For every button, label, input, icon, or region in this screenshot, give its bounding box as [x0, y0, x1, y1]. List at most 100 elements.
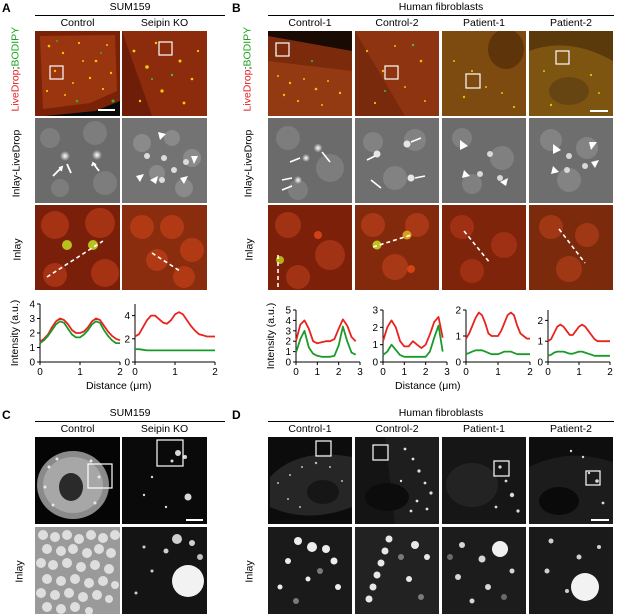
chart-4-ytick-label-2: 2 — [455, 306, 461, 317]
chart-1-series-0 — [134, 311, 215, 338]
chart-3-xtick-label-3: 3 — [444, 367, 450, 378]
chart-5-ytick-label-2: 2 — [537, 316, 543, 327]
chart-3-ytick-label-2: 2 — [372, 323, 378, 334]
chart-5-ytick-label-0: 0 — [537, 358, 543, 369]
panel-c-row-label-inlay: Inlay — [13, 560, 26, 583]
chart-2-series-1 — [295, 325, 357, 358]
chart-0: 0 1 2 3 4 0 1 2 Intensity (a.u.) — [9, 300, 123, 379]
chart-2-ytick-label-5: 5 — [285, 306, 291, 317]
chart-5-series-1 — [547, 350, 610, 357]
stain-separator-b: ; — [241, 66, 254, 70]
panel-b-col-control-2: Control-2 — [375, 17, 419, 29]
chart-3-ytick-label-1: 1 — [372, 340, 378, 351]
chart-2-xtick-label-2: 2 — [336, 367, 342, 378]
b-overview-patient-1 — [442, 31, 526, 116]
panel-d-col-patient-2: Patient-2 — [549, 423, 593, 435]
panel-b-col-control-1: Control-1 — [288, 17, 332, 29]
chart-4-ytick-label-0: 0 — [455, 358, 461, 369]
livedrop-label: LiveDrop — [9, 69, 22, 112]
chart-0-ytick-label-3: 3 — [29, 314, 35, 325]
chart-3: 0 1 2 3 0 1 2 3 — [372, 306, 450, 379]
b-inlay-livedrop-patient-2 — [529, 118, 613, 203]
panel-d-col-patient-1: Patient-1 — [462, 423, 506, 435]
chart-1-series-1 — [135, 348, 215, 352]
chart-4-series-1 — [465, 349, 530, 356]
b-overview-control-2 — [355, 31, 439, 116]
chart-1-xtick-label-2: 2 — [212, 367, 218, 378]
a-inlay-control — [35, 205, 120, 290]
panel-a-row-label-stain: LiveDrop;BODIPY — [9, 27, 22, 112]
chart-3-ytick-label-3: 3 — [372, 306, 378, 317]
chart-1-ytick-label-0: 0 — [124, 358, 130, 369]
chart-1-ytick-label-1: 2 — [124, 334, 130, 345]
chart-0-series-0 — [39, 317, 121, 343]
panel-label-c: C — [2, 408, 11, 422]
d-overview-patient-2 — [529, 437, 613, 524]
chart-2-xtick-label-3: 3 — [357, 367, 363, 378]
chart-5-xtick-label-2: 2 — [607, 367, 613, 378]
d-overview-control-1 — [268, 437, 352, 524]
panel-c-title: SUM159 — [109, 407, 151, 419]
chart-0-ytick-label-0: 0 — [29, 358, 35, 369]
chart-2-ytick-label-0: 0 — [285, 358, 291, 369]
chart-4-xtick-label-1: 1 — [495, 367, 501, 378]
chart-3-xtick-label-0: 0 — [380, 367, 386, 378]
chart-4: 0 1 2 0 1 2 — [455, 306, 533, 379]
chart-1-xtick-label-0: 0 — [132, 367, 138, 378]
chart-2-ytick-label-3: 3 — [285, 326, 291, 337]
panel-label-b: B — [232, 1, 241, 15]
panel-a-title-rule — [35, 15, 225, 16]
panel-c-col-control: Control — [60, 423, 95, 435]
panel-b-row-label-inlay-livedrop: Inlay-LiveDrop — [242, 129, 255, 198]
b-inlay-control-2 — [355, 205, 439, 290]
chart-3-ytick-label-0: 0 — [372, 358, 378, 369]
a-inlay-livedrop-seipin-ko — [122, 118, 207, 203]
chart-5-ytick-label-1: 1 — [537, 337, 543, 348]
panel-b-col-patient-2: Patient-2 — [549, 17, 593, 29]
b-overview-patient-2 — [529, 31, 613, 116]
chart-0-xtick-label-2: 2 — [117, 367, 123, 378]
b-inlay-livedrop-control-1 — [268, 118, 352, 203]
b-inlay-livedrop-control-2 — [355, 118, 439, 203]
panel-a-title: SUM159 — [109, 1, 151, 13]
panel-label-d: D — [232, 408, 241, 422]
chart-4-series-0 — [465, 311, 530, 340]
panel-a-row-label-inlay: Inlay — [11, 238, 24, 261]
chart-0-ylabel: Intensity (a.u.) — [9, 300, 21, 367]
a-inlay-livedrop-control — [35, 118, 120, 203]
b-inlay-patient-1 — [442, 205, 526, 290]
chart-0-xtick-label-0: 0 — [37, 367, 43, 378]
a-inlay-seipin-ko — [122, 205, 207, 290]
chart-0-ytick-label-1: 1 — [29, 343, 35, 354]
chart-4-ytick-label-1: 1 — [455, 332, 461, 343]
panel-b-row-label-inlay: Inlay — [243, 238, 256, 261]
chart-1-ytick-label-2: 4 — [124, 311, 130, 322]
d-overview-patient-1 — [442, 437, 526, 524]
chart-3-xtick-label-2: 2 — [423, 367, 429, 378]
b-overview-control-1 — [268, 31, 352, 116]
bodipy-label: BODIPY — [9, 26, 22, 67]
c-inlay-seipin-ko — [122, 527, 207, 614]
panel-b-title-rule — [268, 15, 614, 16]
chart-0-ytick-label-2: 2 — [29, 329, 35, 340]
chart-5-xtick-label-0: 0 — [545, 367, 551, 378]
chart-2-ylabel: Intensity (a.u.) — [265, 303, 277, 370]
chart-5: 0 1 2 0 1 2 — [537, 310, 613, 378]
panel-a-xlabel: Distance (μm) — [86, 380, 152, 392]
chart-3-xtick-label-1: 1 — [402, 367, 408, 378]
bodipy-label-b: BODIPY — [241, 26, 254, 67]
panel-a-charts: 0 1 2 3 4 0 1 2 Intensity (a.u.) 0 2 4 0 1 2 — [0, 296, 225, 391]
panel-b-title: Human fibroblasts — [398, 1, 484, 13]
panel-a-col-seipin-ko: Seipin KO — [140, 17, 189, 29]
stain-separator: ; — [9, 66, 22, 70]
chart-2-ytick-label-2: 2 — [285, 337, 291, 348]
chart-2-series-0 — [295, 318, 357, 345]
a-overview-seipin-ko — [122, 31, 207, 116]
chart-3-series-0 — [382, 315, 444, 349]
b-inlay-control-1 — [268, 205, 352, 290]
b-inlay-livedrop-patient-1 — [442, 118, 526, 203]
panel-label-a: A — [2, 1, 11, 15]
panel-d-row-label-inlay: Inlay — [243, 560, 256, 583]
c-inlay-control — [35, 527, 120, 614]
